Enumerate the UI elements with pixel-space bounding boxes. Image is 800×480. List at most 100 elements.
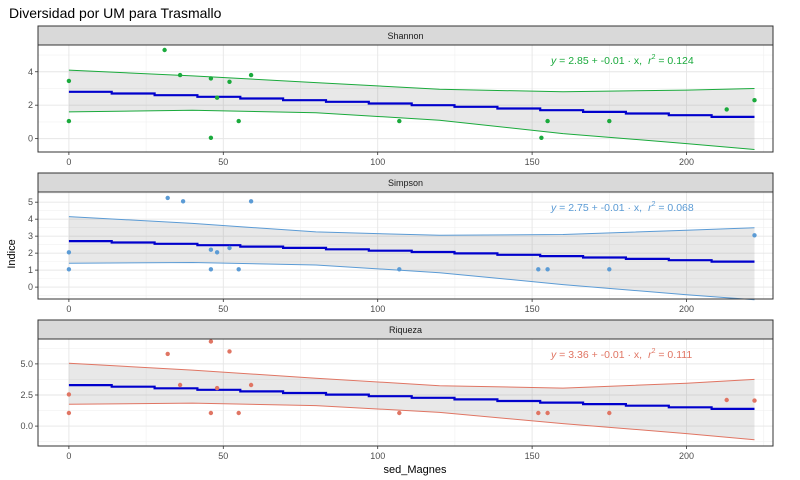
equation-two: 2 (652, 54, 656, 61)
fit-line (68, 240, 755, 263)
data-point (227, 245, 232, 251)
x-tick-label: 0 (66, 304, 71, 314)
data-point (545, 267, 550, 272)
facet-strip-label: Simpson (388, 178, 423, 188)
y-tick-label: 4 (28, 214, 33, 224)
ci-lower-line (68, 402, 755, 441)
ci-upper-line (68, 69, 755, 93)
data-point (227, 79, 232, 85)
y-axis-title: Indice (6, 239, 18, 268)
x-axis-title: sed_Magnes (384, 464, 447, 476)
equation-val: = 0.068 (655, 202, 693, 214)
panel-background (38, 339, 773, 446)
fit-line (68, 384, 755, 410)
confidence-band (68, 363, 755, 440)
chart-title: Diversidad por UM para Trasmallo (9, 5, 222, 21)
panel-border (37, 44, 774, 153)
data-point (165, 195, 170, 201)
data-point (208, 410, 214, 416)
data-point (236, 267, 241, 272)
equation-y: y (550, 202, 557, 214)
y-tick-label: 0 (28, 134, 33, 144)
regression-equation: y = 2.85 + -0.01 · x, r2 = 0.124 (550, 54, 694, 67)
data-point (248, 199, 254, 204)
facet-strip-label: Shannon (387, 31, 423, 41)
ci-upper-line (68, 216, 755, 236)
y-tick-label: 0.0 (20, 421, 33, 431)
equation-eq: = 2.75 + -0.01 · x, (556, 202, 642, 214)
fit-line (68, 90, 755, 118)
data-point (208, 76, 214, 81)
data-point (724, 397, 729, 403)
x-tick-label: 200 (679, 451, 694, 461)
data-point (248, 72, 254, 78)
data-point (397, 410, 402, 416)
facet-shannon: Shannon y = 2.85 + -0.01 · x, r2 = 0.124 0 2… (28, 25, 774, 167)
equation-y: y (550, 55, 557, 67)
y-tick-label: 2 (28, 100, 33, 110)
data-point (227, 349, 232, 354)
x-tick-label: 200 (679, 304, 694, 314)
x-tick-label: 150 (525, 157, 540, 167)
equation-val: = 0.124 (655, 55, 693, 67)
data-point (66, 118, 72, 124)
equation-y: y (550, 349, 557, 361)
data-point (236, 118, 241, 124)
y-tick-label: 1 (28, 265, 33, 275)
data-point (180, 199, 186, 204)
data-point (607, 267, 612, 272)
x-tick-label: 100 (370, 304, 385, 314)
x-tick-label: 50 (218, 451, 228, 461)
equation-val: = 0.111 (655, 349, 692, 361)
x-tick-label: 0 (66, 451, 71, 461)
y-tick-label: 0 (28, 282, 33, 292)
data-point (66, 392, 72, 397)
x-tick-label: 50 (218, 304, 228, 314)
data-point (66, 267, 72, 272)
data-point (397, 267, 402, 272)
data-point (162, 47, 167, 53)
data-point (752, 398, 757, 403)
y-tick-label: 4 (28, 67, 33, 77)
data-point (724, 107, 729, 112)
data-point (752, 98, 757, 103)
data-point (752, 233, 757, 238)
data-point (208, 247, 214, 252)
y-tick-label: 2.5 (20, 390, 33, 400)
equation-eq: = 3.36 + -0.01 · x, (556, 349, 642, 361)
y-tick-label: 5 (28, 197, 33, 207)
data-point (214, 250, 220, 255)
facet-riqueza: Riqueza y = 3.36 + -0.01 · x, r2 = 0.111 0.… (20, 319, 774, 461)
data-point (66, 410, 72, 416)
data-point (236, 410, 241, 416)
ci-lower-line (68, 261, 755, 301)
data-point (607, 410, 612, 416)
ci-upper-line (68, 362, 755, 389)
data-point (165, 351, 170, 357)
panel-background (38, 192, 773, 299)
data-point (208, 267, 214, 272)
y-tick-label: 3 (28, 231, 33, 241)
equation-r: r (648, 55, 652, 67)
x-tick-label: 100 (370, 451, 385, 461)
data-point (214, 95, 220, 100)
data-point (177, 72, 183, 78)
confidence-band (68, 216, 755, 300)
equation-r: r (648, 202, 652, 214)
panel-background (38, 45, 773, 152)
equation-r: r (648, 349, 652, 361)
x-tick-label: 150 (525, 304, 540, 314)
data-point (536, 410, 541, 416)
data-point (66, 78, 72, 84)
x-tick-label: 0 (66, 157, 71, 167)
data-point (536, 267, 541, 272)
data-point (66, 250, 72, 255)
data-point (208, 339, 214, 344)
x-tick-label: 150 (525, 451, 540, 461)
x-tick-label: 100 (370, 157, 385, 167)
data-point (177, 382, 183, 388)
data-point (397, 118, 402, 124)
ci-lower-line (68, 109, 755, 150)
